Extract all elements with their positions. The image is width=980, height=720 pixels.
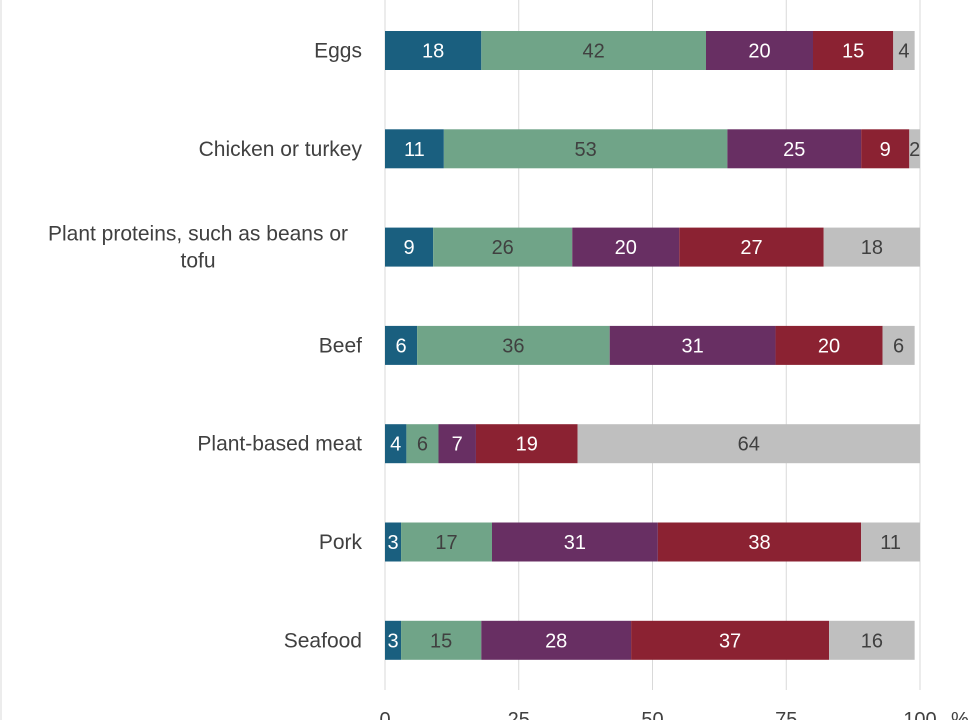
bar-row: 9 26 20 27 18 <box>385 227 920 267</box>
data-label: 31 <box>682 335 704 357</box>
bar-segment <box>481 620 632 660</box>
bar-segment <box>401 620 482 660</box>
bar-segment <box>679 227 824 267</box>
bar-row: 11 53 25 9 2 <box>385 129 920 169</box>
data-label: 42 <box>583 41 605 63</box>
bar-segment <box>861 129 910 169</box>
x-tick-label: 100 <box>903 709 936 720</box>
data-label: 4 <box>898 41 909 63</box>
bar-segment <box>829 620 915 660</box>
x-tick-label: 25 <box>508 709 530 720</box>
bar-segment <box>706 31 813 70</box>
category-label: Plant proteins, such as beans or tofu <box>48 223 348 273</box>
data-label: 25 <box>783 139 805 161</box>
data-label: 6 <box>395 335 406 357</box>
data-label: 20 <box>615 237 637 259</box>
category-label: Chicken or turkey <box>199 138 363 161</box>
category-label: Eggs <box>314 40 362 63</box>
data-label: 64 <box>738 434 760 456</box>
bar-segment <box>443 129 728 169</box>
bar-segment <box>609 325 776 365</box>
bar-segment <box>492 522 658 562</box>
bar-row: 4 6 7 19 64 <box>385 424 920 464</box>
data-label: 28 <box>545 630 567 652</box>
x-axis-unit: % <box>951 709 969 720</box>
bar-row: 3 17 31 38 11 <box>385 522 920 562</box>
data-label: 36 <box>502 335 524 357</box>
data-label: 18 <box>422 41 444 63</box>
data-label: 9 <box>404 237 415 259</box>
x-tick-label: 50 <box>641 709 663 720</box>
bar-segment <box>433 227 573 267</box>
bar-segment <box>775 325 883 365</box>
bar-row: 18 42 20 15 4 <box>385 31 915 70</box>
data-label: 37 <box>719 630 741 652</box>
data-label: 31 <box>564 532 586 554</box>
bar-segment <box>909 129 920 169</box>
bar-segment <box>385 424 407 464</box>
x-axis-ticks: 0 25 50 75 100% <box>379 709 969 720</box>
bar-segment <box>727 129 862 169</box>
bar-segment <box>631 620 830 660</box>
bar-segment <box>893 31 915 70</box>
data-label: 17 <box>435 532 457 554</box>
data-label: 27 <box>740 237 762 259</box>
bar-segment <box>481 31 706 70</box>
bar-segment <box>385 522 402 562</box>
category-label: Beef <box>319 334 362 357</box>
x-tick-label: 75 <box>775 709 797 720</box>
bar-segment <box>385 31 482 70</box>
category-label: Plant-based meat <box>197 433 362 456</box>
bar-segment <box>572 227 680 267</box>
bar-segment <box>385 620 402 660</box>
bar-segment <box>813 31 894 70</box>
data-label: 6 <box>893 335 904 357</box>
data-label: 18 <box>861 237 883 259</box>
data-label: 3 <box>387 630 398 652</box>
data-label: 53 <box>575 139 597 161</box>
data-label: 2 <box>909 139 920 161</box>
bar-segment <box>385 227 434 267</box>
bar-row: 6 36 31 20 6 <box>385 325 915 365</box>
bar-segment <box>657 522 862 562</box>
bar-segment <box>882 325 915 365</box>
bar-segment <box>401 522 492 562</box>
bar-segment <box>438 424 476 464</box>
bar-segment <box>861 522 920 562</box>
data-label: 6 <box>417 434 428 456</box>
data-label: 19 <box>516 434 538 456</box>
bar-segment <box>823 227 920 267</box>
bar-row: 3 15 28 37 16 <box>385 620 915 660</box>
data-label: 7 <box>452 434 463 456</box>
x-tick-label: 0 <box>379 709 390 720</box>
data-label: 16 <box>861 630 883 652</box>
data-label: 15 <box>842 41 864 63</box>
bar-segment <box>406 424 439 464</box>
data-label: 4 <box>390 434 401 456</box>
data-label: 38 <box>748 532 770 554</box>
data-label: 11 <box>880 532 901 554</box>
category-label: Seafood <box>284 629 362 652</box>
data-label: 3 <box>387 532 398 554</box>
bar-segment <box>385 325 418 365</box>
category-label: Pork <box>319 531 363 554</box>
data-label: 20 <box>748 41 770 63</box>
bar-segment <box>475 424 578 464</box>
bar-segment <box>385 129 444 169</box>
bar-segment <box>417 325 610 365</box>
data-label: 20 <box>818 335 840 357</box>
bars: 18 42 20 15 411 53 25 9 29 26 20 27 186 36 31 20 64 6 7 19 6… <box>385 31 920 660</box>
data-label: 11 <box>404 139 425 161</box>
data-label: 26 <box>492 237 514 259</box>
data-label: 15 <box>430 630 452 652</box>
category-labels: Eggs Chicken or turkey Plant proteins, suc… <box>48 40 362 653</box>
data-label: 9 <box>880 139 891 161</box>
bar-segment <box>577 424 920 464</box>
